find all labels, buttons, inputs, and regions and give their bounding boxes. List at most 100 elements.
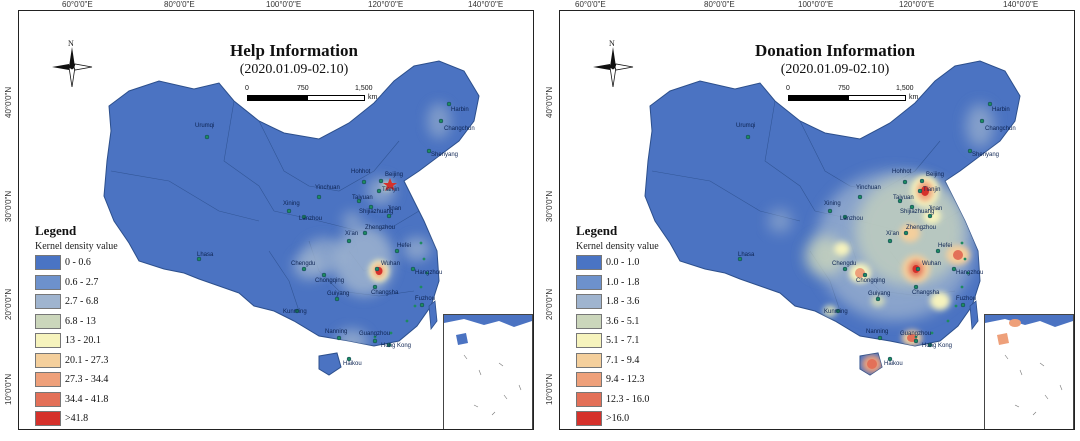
latitude-label: 10°0'0"N <box>4 373 13 405</box>
legend-swatch <box>35 352 61 368</box>
latitude-label: 30°0'0"N <box>4 190 13 222</box>
legend-swatch <box>576 411 602 427</box>
longitude-label: 140°0'0"E <box>468 0 504 9</box>
scale-segment-light <box>307 95 365 101</box>
city-label: Beijing <box>385 172 404 178</box>
city-label: Changchun <box>985 126 1016 132</box>
date-range: (2020.01.09-02.10) <box>239 62 349 77</box>
city-label: Chengdu <box>832 261 857 267</box>
legend-row: 13 - 20.1 <box>35 331 145 351</box>
city-label: Xining <box>283 201 300 207</box>
scale-label: 1,500 <box>355 85 373 92</box>
longitude-label: 140°0'0"E <box>1003 0 1039 9</box>
legend-swatch <box>576 313 602 329</box>
city-label: Harbin <box>992 107 1010 113</box>
city-label: Fuzhou <box>415 296 436 302</box>
city-label: Shenyang <box>972 152 1000 158</box>
beijing-star <box>383 178 397 191</box>
city-label: Wuhan <box>922 261 941 267</box>
city-label: Yinchuan <box>856 185 881 191</box>
scale-segment-dark <box>247 95 307 101</box>
legend-row: 5.1 - 7.1 <box>576 331 686 351</box>
city-points <box>196 101 452 362</box>
city-label: Changchun <box>444 126 475 132</box>
city-label: Hohhot <box>892 169 912 175</box>
north-label: N <box>609 39 615 48</box>
city-label: Harbin <box>451 107 469 113</box>
north-label: N <box>68 39 74 48</box>
city-label: Hefei <box>397 243 412 249</box>
city-label: Kunming <box>283 309 307 315</box>
legend-subtitle: Kernel density value <box>576 241 659 252</box>
legend-range: 2.7 - 6.8 <box>65 296 99 308</box>
legend-swatch <box>35 411 61 427</box>
city-label: Hong Kong <box>381 343 412 349</box>
legend-row: 1.8 - 3.6 <box>576 292 686 312</box>
legend-range: 5.1 - 7.1 <box>606 335 640 347</box>
north-arrow: N <box>590 39 636 91</box>
city-label: Lhasa <box>197 252 214 258</box>
city-label: Changsha <box>912 290 940 296</box>
city-label: Shenyang <box>431 152 459 158</box>
south-sea-inset <box>443 314 533 429</box>
legend-range: 9.4 - 12.3 <box>606 374 645 386</box>
city-label: Hangzhou <box>956 270 984 276</box>
city-label: Chengdu <box>291 261 316 267</box>
legend-swatch <box>576 372 602 388</box>
longitude-label: 100°0'0"E <box>266 0 302 9</box>
city-label: Urumqi <box>195 123 215 129</box>
city-label: Xining <box>824 201 841 207</box>
city-label: Nanning <box>325 329 348 335</box>
city-label: Nanning <box>866 329 889 335</box>
city-label: Hohhot <box>351 169 371 175</box>
legend-row: 7.1 - 9.4 <box>576 351 686 371</box>
city-points <box>737 101 993 362</box>
legend-range: 3.6 - 5.1 <box>606 315 640 327</box>
city-label: Changsha <box>371 290 399 296</box>
longitude-label: 80°0'0"E <box>164 0 195 9</box>
legend-swatch <box>35 255 61 271</box>
scale-label: 0 <box>245 85 249 92</box>
city-label: Jinan <box>387 206 402 212</box>
city-label: Hefei <box>938 243 953 249</box>
coastline-marks <box>373 241 429 339</box>
city-label: Shijiazhuang <box>359 209 394 215</box>
longitude-label: 120°0'0"E <box>368 0 404 9</box>
legend-row: 20.1 - 27.3 <box>35 351 145 371</box>
legend-row: >16.0 <box>576 409 686 429</box>
density-hotspots <box>768 104 994 373</box>
south-sea-inset <box>984 314 1074 429</box>
city-label: Guiyang <box>868 291 891 297</box>
north-arrow-icon: N <box>52 39 93 88</box>
scale-unit: km <box>368 94 378 101</box>
scale-segment-light <box>848 95 906 101</box>
legend-swatch <box>35 372 61 388</box>
legend-range: 0.0 - 1.0 <box>606 257 640 269</box>
city-label: Jinan <box>928 206 943 212</box>
scale-label: 0 <box>786 85 790 92</box>
city-label: Hangzhou <box>415 270 443 276</box>
donation-density-map <box>644 60 1021 376</box>
legend-swatch <box>35 313 61 329</box>
legend-row: 6.8 - 13 <box>35 312 145 332</box>
legend-row: 12.3 - 16.0 <box>576 390 686 410</box>
legend-range: >16.0 <box>606 413 630 425</box>
help-density-map <box>103 60 480 376</box>
map-title: Donation Information <box>754 41 916 60</box>
scale-label: 750 <box>838 85 850 92</box>
city-label: Shijiazhuang <box>900 209 935 215</box>
latitude-label: 40°0'0"N <box>545 86 554 118</box>
scale-segment-dark <box>788 95 848 101</box>
city-label: Kunming <box>824 309 848 315</box>
country-fill <box>103 60 480 376</box>
north-arrow-icon: N <box>593 39 634 88</box>
city-label: Yinchuan <box>315 185 340 191</box>
latitude-label: 20°0'0"N <box>4 288 13 320</box>
city-label: Zhengzhou <box>365 225 396 231</box>
legend-range: 0 - 0.6 <box>65 257 91 269</box>
city-label: Guangzhou <box>359 331 391 337</box>
legend-range: 7.1 - 9.4 <box>606 354 640 366</box>
legend-title: Legend <box>576 223 618 238</box>
legend-range: 0.6 - 2.7 <box>65 276 99 288</box>
legend-swatch <box>576 294 602 310</box>
